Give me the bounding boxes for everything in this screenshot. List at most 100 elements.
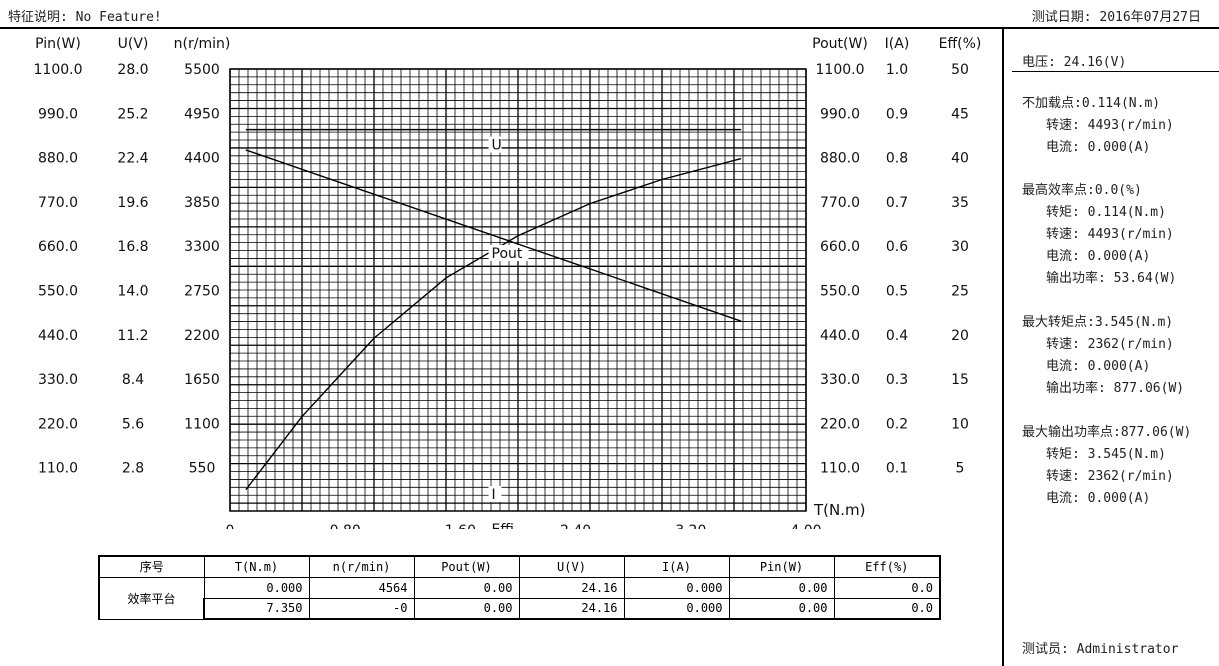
right-axis-tick: 880.0 [820,151,860,167]
max-power-current: 电流: 0.000(A) [1046,491,1151,506]
table-cell: 0.00 [728,576,835,599]
left-axis-label: U(V) [118,36,149,52]
series-label-bg [488,245,529,261]
panel-divider [1012,71,1219,72]
x-axis-tick: 3.20 [675,523,706,529]
right-axis-tick: 0.4 [886,328,908,344]
right-axis-label: Pout(W) [812,36,868,52]
series-label-bg [488,486,502,502]
x-axis-tick: 4.00 [790,523,821,529]
x-axis-tick: 0 [226,523,235,529]
series-label-bg [488,136,502,153]
right-axis-tick: 220.0 [820,416,860,432]
right-axis-label: I(A) [885,36,910,52]
right-axis-tick: 25 [951,284,969,300]
left-axis-tick: 330.0 [38,372,78,388]
max-torque-current: 电流: 0.000(A) [1046,359,1151,374]
max-efficiency-power: 输出功率: 53.64(W) [1046,271,1177,286]
table-header-cell: 序号 [98,555,205,578]
table-cell: 0.00 [728,597,835,620]
right-axis-tick: 0.5 [886,284,908,300]
left-axis-tick: 660.0 [38,239,78,255]
left-axis-tick: 28.0 [117,62,148,78]
x-axis-tick: 1.60 [445,523,476,529]
max-efficiency-torque: 转矩: 0.114(N.m) [1046,205,1166,220]
tester-name: 测试员: Administrator [1022,642,1179,657]
right-axis-tick: 660.0 [820,239,860,255]
table-header-cell: Pin(W) [728,555,835,578]
table-cell: 0.00 [413,576,520,599]
table-header-row: 序号 T(N.m) n(r/min) Pout(W) U(V) I(A) Pin(W) Eff… [98,555,941,578]
left-axis-tick: 4400 [184,151,220,167]
left-axis-tick: 19.6 [117,195,148,211]
left-axis-tick: 990.0 [38,106,78,122]
no-load-title: 不加载点:0.114(N.m) [1022,96,1161,111]
right-axis-tick: 20 [951,328,969,344]
left-axis-tick: 25.2 [117,106,148,122]
right-axis-tick: 770.0 [820,195,860,211]
left-axis-tick: 3850 [184,195,220,211]
right-axis-tick: 40 [951,151,969,167]
max-torque-power: 输出功率: 877.06(W) [1046,381,1185,396]
table-header-cell: U(V) [518,555,625,578]
right-axis-tick: 50 [951,62,969,78]
max-efficiency-current: 电流: 0.000(A) [1046,249,1151,264]
max-torque-speed: 转速: 2362(r/min) [1046,337,1174,352]
left-axis-tick: 5.6 [122,416,144,432]
left-axis-tick: 770.0 [38,195,78,211]
left-axis-tick: 8.4 [122,372,144,388]
motor-performance-chart: Pin(W) 1100.0 990.0 880.0 770.0 660.0 550.0 440… [34,36,982,539]
right-axis-tick: 1.0 [886,62,908,78]
right-axis-tick: 0.7 [886,195,908,211]
no-load-current: 电流: 0.000(A) [1046,140,1151,155]
left-axis-tick: 14.0 [117,284,148,300]
table-row: 效率平台 0.000 4564 0.00 24.16 0.000 0.00 0.0 [98,576,941,620]
table-row: 7.350 -0 0.00 24.16 0.000 0.00 0.0 [99,597,941,620]
left-axis-tick: 550 [189,461,216,477]
no-load-section: 不加载点:0.114(N.m) 转速: 4493(r/min) 电流: 0.00… [1022,93,1174,159]
max-efficiency-section: 最高效率点:0.0(%) 转矩: 0.114(N.m) 转速: 4493(r/m… [1022,180,1176,290]
table-header-cell: Pout(W) [413,555,520,578]
plot-frame [229,68,807,512]
left-axis-tick: 3300 [184,239,220,255]
right-axis-tick: 550.0 [820,284,860,300]
series-line-pout [245,157,742,491]
voltage-reading: 电压: 24.16(V) [1022,55,1127,70]
left-axis-tick: 880.0 [38,151,78,167]
left-axis-tick: 1100 [184,416,220,432]
max-power-section: 最大输出功率点:877.06(W) 转矩: 3.545(N.m) 转速: 236… [1022,422,1191,510]
right-axis-tick: 5 [956,461,965,477]
right-axis-tick: 110.0 [820,461,860,477]
table-cell: 4564 [308,576,415,599]
series-label-u: U [492,138,502,154]
left-axis-label: Pin(W) [35,36,81,52]
right-axis-label: Eff(%) [939,36,982,52]
max-torque-section: 最大转矩点:3.545(N.m) 转速: 2362(r/min) 电流: 0.0… [1022,312,1184,400]
right-axis-tick: 30 [951,239,969,255]
left-axis-label: n(r/min) [174,36,231,52]
test-date: 测试日期: 2016年07月27日 [1031,10,1201,25]
max-power-torque: 转矩: 3.545(N.m) [1046,447,1166,462]
x-axis-label: T(N.m) [813,501,865,519]
series-label-i: I [492,487,496,503]
right-axis-tick: 0.2 [886,416,908,432]
right-axis-tick: 35 [951,195,969,211]
no-load-speed: 转速: 4493(r/min) [1046,118,1174,133]
series-line-speed [245,149,742,322]
table-cell: 0.000 [203,576,310,599]
summary-panel: 电压: 24.16(V) 不加载点:0.114(N.m) 转速: 4493(r/… [1002,29,1219,666]
right-axis-tick: 45 [951,106,969,122]
max-efficiency-title: 最高效率点:0.0(%) [1022,183,1142,198]
right-axis-tick: 0.3 [886,372,908,388]
table-group-label: 效率平台 [98,576,205,620]
right-axis-tick: 1100.0 [816,62,865,78]
right-axis-tick: 440.0 [820,328,860,344]
left-axis-tick: 440.0 [38,328,78,344]
right-axis-tick: 0.6 [886,239,908,255]
right-axis-tick: 330.0 [820,372,860,388]
right-axis-tick: 15 [951,372,969,388]
table-cell: 24.16 [518,597,625,620]
x-axis-tick: 0.80 [330,523,361,529]
table-header-cell: Eff(%) [833,555,941,578]
max-efficiency-speed: 转速: 4493(r/min) [1046,227,1174,242]
